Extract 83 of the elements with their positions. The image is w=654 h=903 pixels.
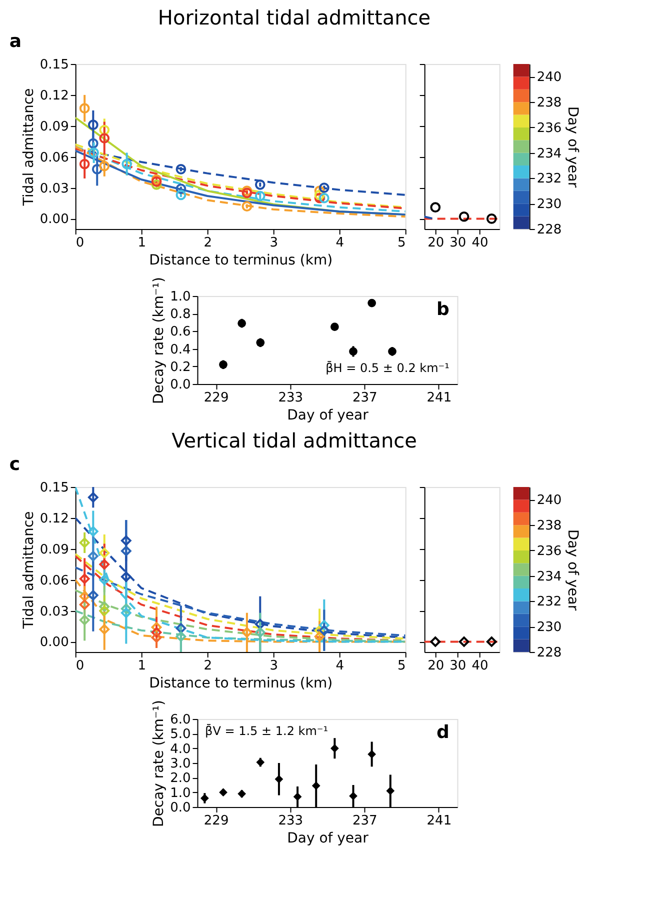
y-tick-label: 0.03 <box>40 604 69 620</box>
y-tick-label: 4.0 <box>170 742 191 757</box>
annotation: b <box>436 299 450 320</box>
y-tick-label: 0.2 <box>170 360 191 375</box>
y-tick-label: 3.0 <box>170 756 191 772</box>
color-bar-label: 236 <box>536 544 562 559</box>
x-tick-label: 5 <box>398 658 406 674</box>
y-tick-label: 0.12 <box>40 511 69 526</box>
annotation: β̄H = 0.5 ± 0.2 km⁻¹ <box>326 360 450 375</box>
y-tick-label: 0.0 <box>170 378 191 392</box>
y-tick-label: 0.09 <box>40 542 69 558</box>
x-tick-label: 237 <box>352 390 378 406</box>
y-tick-label: 0.09 <box>40 119 69 134</box>
color-bar-label: 228 <box>536 646 562 660</box>
chart-title: Vertical tidal admittance <box>172 428 417 452</box>
y-tick-label: 2.0 <box>170 771 191 786</box>
y-tick-label: 5.0 <box>170 727 191 742</box>
text: a <box>9 31 22 52</box>
color-bar-label: 238 <box>536 518 562 534</box>
y-tick-label: 0.00 <box>40 635 69 650</box>
color-bar-label: 230 <box>536 197 562 212</box>
y-axis-title: Decay rate (km⁻¹) <box>151 277 168 404</box>
y-tick-label: 0.15 <box>40 58 69 72</box>
color-bar-label: 240 <box>536 70 562 86</box>
color-bar-label: 228 <box>536 222 562 238</box>
x-tick-label: 229 <box>204 390 229 406</box>
text: c <box>9 454 20 475</box>
x-tick-label: 0 <box>76 236 84 250</box>
annotation: β̄V = 1.5 ± 1.2 km⁻¹ <box>205 724 328 738</box>
y-axis-title: Tidal admittance <box>20 511 37 630</box>
x-tick-label: 40 <box>472 658 488 674</box>
color-bar-label: 236 <box>536 120 562 136</box>
y-tick-label: 0.06 <box>40 150 69 166</box>
x-axis-title: Day of year <box>287 830 369 846</box>
x-tick-label: 4 <box>336 658 344 674</box>
y-tick-label: 0.06 <box>40 573 69 588</box>
y-tick-label: 0.0 <box>170 800 191 816</box>
x-tick-label: 30 <box>450 658 466 674</box>
x-tick-label: 1 <box>138 658 146 674</box>
y-tick-label: 0.6 <box>170 324 191 340</box>
x-tick-label: 233 <box>278 390 304 406</box>
color-bar-title: Day of year <box>564 529 581 611</box>
x-tick-label: 3 <box>270 658 278 674</box>
y-tick-label: 0.15 <box>40 480 69 496</box>
x-tick-label: 229 <box>204 814 229 828</box>
x-tick-label: 237 <box>352 814 378 828</box>
x-tick-label: 241 <box>426 814 452 828</box>
color-bar-label: 238 <box>536 96 562 111</box>
color-bar-label: 240 <box>536 493 562 508</box>
x-axis-title: Day of year <box>287 408 369 424</box>
x-tick-label: 40 <box>472 236 488 250</box>
y-tick-label: 1.0 <box>170 290 191 304</box>
color-bar-label: 232 <box>536 172 562 187</box>
x-tick-label: 4 <box>336 236 344 250</box>
color-bar-label: 232 <box>536 594 562 610</box>
y-tick-label: 1.0 <box>170 786 191 801</box>
x-axis-title: Distance to terminus (km) <box>149 252 333 268</box>
x-tick-label: 2 <box>204 236 212 250</box>
annotation: d <box>436 722 450 743</box>
x-tick-label: 1 <box>138 236 146 250</box>
y-tick-label: 0.8 <box>170 307 191 322</box>
color-bar-label: 230 <box>536 620 562 636</box>
color-bar-title: Day of year <box>564 106 581 188</box>
x-tick-label: 3 <box>270 236 278 250</box>
y-tick-label: 0.00 <box>40 212 69 228</box>
y-axis-title: Tidal admittance <box>20 88 37 207</box>
y-tick-label: 0.4 <box>170 342 191 358</box>
y-tick-label: 0.03 <box>40 181 69 196</box>
y-axis-title: Decay rate (km⁻¹) <box>151 700 168 827</box>
x-tick-label: 0 <box>76 658 84 674</box>
y-tick-label: 6.0 <box>170 712 191 728</box>
color-bar-label: 234 <box>536 569 562 584</box>
color-bar-label: 234 <box>536 146 562 162</box>
x-axis-title: Distance to terminus (km) <box>149 676 333 692</box>
x-tick-label: 30 <box>450 236 466 250</box>
chart-title: Horizontal tidal admittance <box>158 6 431 30</box>
x-tick-label: 20 <box>428 236 444 250</box>
x-tick-label: 20 <box>428 658 444 674</box>
x-tick-label: 2 <box>204 658 212 674</box>
x-tick-label: 241 <box>426 390 452 406</box>
x-tick-label: 5 <box>398 236 406 250</box>
y-tick-label: 0.12 <box>40 88 69 104</box>
x-tick-label: 233 <box>278 814 304 828</box>
